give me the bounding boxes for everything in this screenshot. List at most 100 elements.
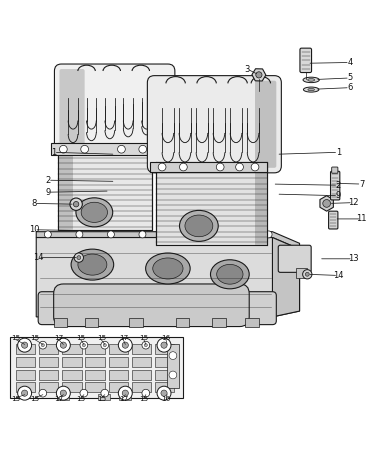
- Text: 13: 13: [347, 254, 358, 263]
- Circle shape: [101, 341, 109, 349]
- Bar: [16, 382, 35, 392]
- Text: 17: 17: [54, 396, 63, 402]
- Bar: [85, 357, 105, 367]
- Ellipse shape: [76, 198, 113, 227]
- FancyBboxPatch shape: [255, 81, 277, 168]
- Ellipse shape: [179, 210, 218, 241]
- Ellipse shape: [78, 254, 107, 275]
- Circle shape: [82, 343, 85, 347]
- Bar: [16, 344, 35, 354]
- Text: 11: 11: [356, 214, 367, 223]
- Circle shape: [39, 390, 47, 397]
- Circle shape: [122, 390, 128, 396]
- Bar: [245, 318, 259, 326]
- Bar: [39, 370, 58, 380]
- Bar: [155, 357, 174, 367]
- Bar: [119, 394, 131, 400]
- Bar: [16, 357, 35, 367]
- Bar: [255, 162, 267, 245]
- Text: 16: 16: [161, 396, 170, 402]
- Text: 2: 2: [336, 180, 341, 190]
- Circle shape: [305, 272, 309, 276]
- Circle shape: [144, 343, 147, 347]
- Circle shape: [118, 338, 132, 352]
- Text: 15: 15: [97, 335, 106, 341]
- Polygon shape: [36, 238, 300, 317]
- Circle shape: [157, 338, 171, 352]
- Circle shape: [161, 342, 167, 348]
- Bar: [58, 142, 73, 230]
- Bar: [85, 370, 105, 380]
- FancyBboxPatch shape: [55, 64, 175, 152]
- FancyBboxPatch shape: [9, 337, 183, 398]
- Text: 15: 15: [11, 335, 21, 341]
- Circle shape: [57, 338, 70, 352]
- Text: 10: 10: [29, 225, 39, 234]
- Circle shape: [118, 386, 132, 400]
- Text: 9: 9: [336, 191, 341, 200]
- Circle shape: [142, 390, 150, 397]
- Circle shape: [21, 342, 28, 348]
- Circle shape: [179, 163, 187, 171]
- Circle shape: [323, 200, 331, 207]
- Text: 1: 1: [51, 148, 56, 157]
- Bar: [176, 318, 189, 326]
- Bar: [54, 318, 67, 326]
- FancyBboxPatch shape: [300, 48, 312, 73]
- Circle shape: [117, 145, 125, 153]
- Bar: [62, 344, 82, 354]
- Circle shape: [80, 390, 88, 397]
- Circle shape: [236, 163, 243, 171]
- Circle shape: [107, 231, 114, 238]
- Text: 15: 15: [76, 396, 85, 402]
- Text: 3: 3: [245, 65, 250, 74]
- Bar: [167, 344, 179, 388]
- Text: 17: 17: [54, 335, 63, 341]
- Ellipse shape: [153, 258, 183, 279]
- Text: 8: 8: [32, 199, 37, 208]
- Bar: [62, 370, 82, 380]
- Bar: [39, 382, 58, 392]
- FancyBboxPatch shape: [59, 69, 85, 146]
- Ellipse shape: [81, 202, 108, 222]
- Circle shape: [158, 163, 166, 171]
- Ellipse shape: [308, 78, 315, 81]
- Bar: [85, 344, 105, 354]
- Text: 14: 14: [333, 271, 344, 280]
- Text: 14: 14: [33, 253, 43, 262]
- Circle shape: [157, 386, 171, 400]
- Circle shape: [170, 231, 177, 238]
- Text: 4: 4: [347, 58, 353, 67]
- Ellipse shape: [308, 88, 314, 91]
- Circle shape: [77, 256, 81, 259]
- Circle shape: [70, 198, 82, 210]
- Text: 5: 5: [347, 74, 353, 83]
- Circle shape: [59, 145, 67, 153]
- Bar: [213, 318, 226, 326]
- FancyBboxPatch shape: [38, 292, 277, 324]
- Circle shape: [73, 201, 79, 207]
- Ellipse shape: [71, 249, 113, 280]
- Text: 16: 16: [161, 335, 170, 341]
- Circle shape: [74, 253, 83, 262]
- Circle shape: [265, 231, 272, 238]
- Bar: [58, 142, 152, 230]
- Bar: [109, 370, 128, 380]
- Text: 15: 15: [30, 396, 40, 402]
- Text: 15: 15: [11, 396, 21, 402]
- Circle shape: [169, 371, 177, 379]
- Circle shape: [169, 352, 177, 360]
- FancyBboxPatch shape: [278, 245, 311, 272]
- Text: 17: 17: [119, 396, 128, 402]
- Circle shape: [81, 145, 89, 153]
- Bar: [58, 394, 69, 400]
- Circle shape: [139, 231, 146, 238]
- Circle shape: [80, 341, 88, 349]
- Bar: [132, 344, 151, 354]
- Text: 15: 15: [30, 335, 40, 341]
- Circle shape: [18, 386, 32, 400]
- Circle shape: [44, 231, 51, 238]
- FancyBboxPatch shape: [147, 76, 281, 173]
- FancyBboxPatch shape: [329, 211, 338, 229]
- Bar: [62, 382, 82, 392]
